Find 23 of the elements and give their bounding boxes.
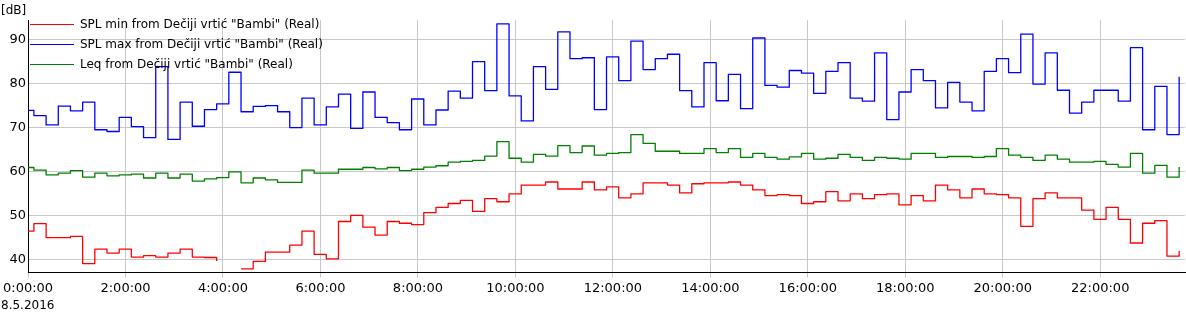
y-tick-label: 60 <box>9 162 27 178</box>
y-tick-label: 90 <box>9 31 27 47</box>
x-tick-label: 12:00:00 <box>583 279 643 295</box>
y-axis-title: [dB] <box>1 3 27 18</box>
x-tick-label: 6:00:00 <box>295 279 346 295</box>
x-tick-label: 10:00:00 <box>486 279 545 295</box>
x-tick-label: 16:00:00 <box>778 279 837 295</box>
x-tick-label: 8:00:00 <box>392 279 443 295</box>
text: 8.5.2016 <box>1 298 55 313</box>
x-tick-label: 0:00:00 <box>2 279 54 295</box>
legend-label: SPL min from Dečiji vrtić "Bambi" (Real) <box>80 16 320 33</box>
x-tick-label: 18:00:00 <box>876 279 935 295</box>
x-tick-label: 4:00:00 <box>197 279 249 295</box>
y-tick-label: 70 <box>9 118 27 134</box>
legend-label: SPL max from Dečiji vrtić "Bambi" (Real) <box>80 36 323 53</box>
x-tick-label: 20:00:00 <box>973 279 1032 295</box>
y-tick-label: 80 <box>9 75 27 91</box>
x-tick-label: 14:00:00 <box>681 279 740 295</box>
x-tick-label: 2:00:00 <box>100 279 151 295</box>
x-tick-label: 22:00:00 <box>1071 279 1130 295</box>
legend-label: Leq from Dečiji vrtić "Bambi" (Real) <box>80 56 293 73</box>
y-tick-label: 40 <box>9 250 27 266</box>
y-tick-label: 50 <box>9 206 27 222</box>
